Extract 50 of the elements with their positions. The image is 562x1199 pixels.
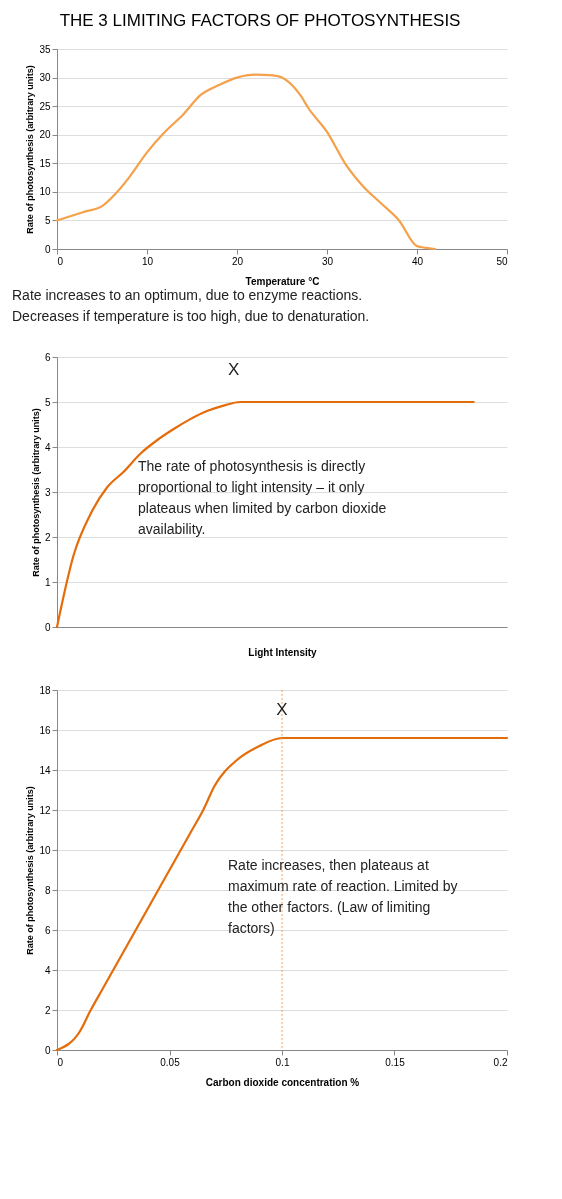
y-tick-label: 12 xyxy=(39,804,51,816)
y-tick-label: 8 xyxy=(44,884,51,896)
y-tick-label: 16 xyxy=(39,724,51,736)
y-tick-label: 25 xyxy=(39,100,51,112)
y-tick-label: 6 xyxy=(44,924,51,936)
x-axis-title: Light Intensity xyxy=(248,646,318,658)
x-tick-label: 0 xyxy=(57,1056,64,1068)
x-tick-label: 0.15 xyxy=(385,1056,406,1068)
x-tick-label: 50 xyxy=(496,255,508,267)
y-tick-label: 15 xyxy=(39,157,51,169)
x-axis-title: Carbon dioxide concentration % xyxy=(205,1076,360,1088)
y-tick-label: 10 xyxy=(39,186,51,198)
chart-title: THE 3 LIMITING FACTORS OF PHOTOSYNTHESIS xyxy=(59,11,461,30)
x-tick-label: 0 xyxy=(57,255,64,267)
y-tick-label: 0 xyxy=(44,243,51,255)
x-tick-label: 0.05 xyxy=(160,1056,181,1068)
annotation: X xyxy=(228,360,240,380)
x-tick-label: 30 xyxy=(321,255,334,267)
line-series xyxy=(55,400,475,629)
y-tick-label: 30 xyxy=(39,72,51,84)
annotation: The rate of photosynthesis is directly proportional to light intensity – it only plateaus when limited by carbon dioxide availability. xyxy=(138,457,387,537)
y-tick-label: 4 xyxy=(44,441,51,453)
y-tick-label: 35 xyxy=(39,43,51,55)
y-axis-title: Rate of photosynthesis (arbitrary units) xyxy=(25,786,36,955)
y-tick-label: 5 xyxy=(44,396,51,408)
x-tick-label: 20 xyxy=(231,255,244,267)
y-tick-label: 6 xyxy=(44,351,51,363)
y-tick-label: 3 xyxy=(44,486,51,498)
annotation: X xyxy=(276,700,288,719)
x-axis-title: Temperature °C xyxy=(245,275,320,287)
x-tick-label: 0.2 xyxy=(493,1056,508,1068)
y-tick-label: 0 xyxy=(44,1044,51,1056)
x-tick-label: 10 xyxy=(141,255,154,267)
y-axis-title: Rate of photosynthesis (arbitrary units) xyxy=(30,408,41,577)
text: Rate increases to an optimum, due to enzyme reactions. Decreases if temperature is too high, due to denaturation. xyxy=(12,287,370,324)
y-tick-label: 5 xyxy=(44,214,51,226)
y-tick-label: 18 xyxy=(39,684,51,696)
y-tick-label: 2 xyxy=(44,1004,51,1016)
y-tick-label: 1 xyxy=(44,576,51,588)
y-tick-label: 4 xyxy=(44,964,51,976)
y-tick-label: 14 xyxy=(39,764,51,776)
y-tick-label: 2 xyxy=(44,531,51,543)
y-tick-label: 20 xyxy=(39,129,51,141)
line-series xyxy=(55,73,437,251)
y-tick-label: 10 xyxy=(39,844,51,856)
x-tick-label: 40 xyxy=(411,255,424,267)
annotation: Rate increases, then plateaus at maximum rate of reaction. Limited by the other factors. (Law of limiting factors) xyxy=(228,857,458,937)
y-tick-label: 0 xyxy=(44,621,51,633)
y-axis-title: Rate of photosynthesis (arbitrary units) xyxy=(25,65,36,234)
x-tick-label: 0.1 xyxy=(275,1056,290,1068)
